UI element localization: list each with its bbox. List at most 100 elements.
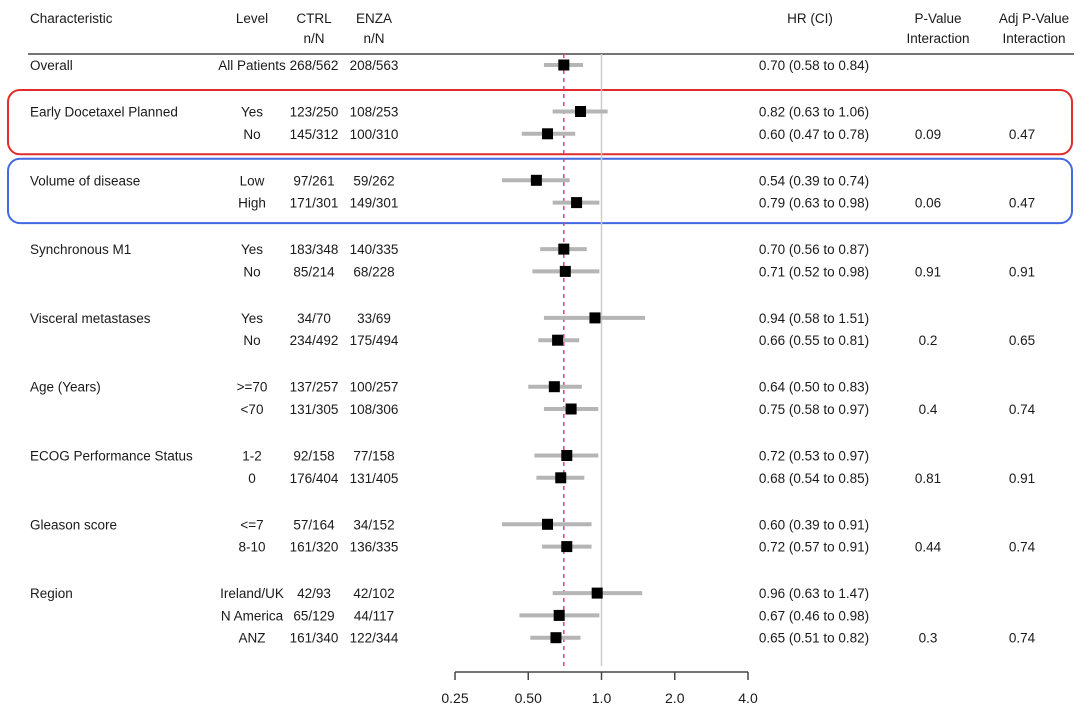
row-level: Yes — [241, 105, 263, 120]
col-header-ctrl: CTRL — [296, 11, 332, 26]
forest-rows: Overall All Patients 268/562 208/563 0.70 (0… — [30, 58, 1036, 646]
row-characteristic: Synchronous M1 — [30, 242, 131, 257]
row-ctrl-nn: 137/257 — [290, 380, 339, 395]
row-enza-nn: 108/306 — [350, 402, 399, 417]
row-level: Yes — [241, 242, 263, 257]
row-ctrl-nn: 176/404 — [290, 471, 339, 486]
col-header-enza: ENZA — [356, 11, 392, 26]
row-characteristic: Early Docetaxel Planned — [30, 105, 178, 120]
row-p-value: 0.2 — [919, 333, 938, 348]
col-header-enza-nn: n/N — [363, 31, 384, 46]
x-axis: 0.25 0.50 1.0 2.0 4.0 — [441, 671, 758, 706]
row-hr-ci: 0.70 (0.58 to 0.84) — [759, 58, 869, 73]
row-adj-p-value: 0.65 — [1009, 333, 1035, 348]
hr-point-marker — [558, 59, 570, 71]
x-axis-tick-label: 0.50 — [515, 690, 542, 706]
x-axis-tick-label: 2.0 — [665, 690, 685, 706]
hr-point-marker — [565, 403, 577, 415]
row-level: No — [243, 264, 260, 279]
row-enza-nn: 208/563 — [350, 58, 399, 73]
highlight-boxes — [7, 89, 1073, 225]
row-adj-p-value: 0.91 — [1009, 264, 1035, 279]
row-adj-p-value: 0.47 — [1009, 127, 1035, 142]
hr-point-marker — [591, 587, 603, 599]
row-ctrl-nn: 131/305 — [290, 402, 339, 417]
row-enza-nn: 136/335 — [350, 540, 399, 555]
row-level: ANZ — [239, 631, 266, 646]
row-hr-ci: 0.68 (0.54 to 0.85) — [759, 471, 869, 486]
row-level: <70 — [241, 402, 264, 417]
row-ctrl-nn: 268/562 — [290, 58, 339, 73]
row-level: Yes — [241, 311, 263, 326]
row-hr-ci: 0.79 (0.63 to 0.98) — [759, 196, 869, 211]
row-p-value: 0.44 — [915, 540, 942, 555]
row-ctrl-nn: 123/250 — [290, 105, 339, 120]
row-enza-nn: 59/262 — [353, 173, 394, 188]
row-hr-ci: 0.71 (0.52 to 0.98) — [759, 264, 869, 279]
row-ctrl-nn: 161/340 — [290, 631, 339, 646]
row-hr-ci: 0.65 (0.51 to 0.82) — [759, 631, 869, 646]
hr-point-marker — [575, 106, 587, 117]
row-hr-ci: 0.94 (0.58 to 1.51) — [759, 311, 869, 326]
hr-point-marker — [548, 381, 560, 393]
row-adj-p-value: 0.74 — [1009, 402, 1036, 417]
row-ctrl-nn: 85/214 — [293, 264, 335, 279]
row-enza-nn: 122/344 — [350, 631, 399, 646]
col-header-characteristic: Characteristic — [30, 11, 113, 26]
row-level: No — [243, 333, 260, 348]
row-p-value: 0.3 — [919, 631, 938, 646]
row-ctrl-nn: 57/164 — [293, 517, 335, 532]
col-header-ctrl-nn: n/N — [303, 31, 324, 46]
row-hr-ci: 0.72 (0.53 to 0.97) — [759, 449, 869, 464]
row-p-value: 0.09 — [915, 127, 941, 142]
row-level: 0 — [248, 471, 256, 486]
row-ctrl-nn: 161/320 — [290, 540, 339, 555]
row-enza-nn: 68/228 — [353, 264, 394, 279]
row-enza-nn: 100/310 — [350, 127, 399, 142]
hr-point-marker — [559, 265, 571, 277]
hr-point-marker — [542, 128, 554, 140]
row-p-value: 0.4 — [919, 402, 938, 417]
row-hr-ci: 0.82 (0.63 to 1.06) — [759, 105, 869, 120]
row-enza-nn: 108/253 — [350, 105, 399, 120]
col-header-adj-p-value: Adj P-Value — [999, 11, 1069, 26]
row-characteristic: Age (Years) — [30, 380, 101, 395]
row-hr-ci: 0.60 (0.39 to 0.91) — [759, 517, 869, 532]
row-ctrl-nn: 92/158 — [293, 449, 334, 464]
hr-point-marker — [558, 243, 570, 255]
hr-point-marker — [571, 197, 583, 209]
hr-point-marker — [530, 174, 542, 186]
row-ctrl-nn: 42/93 — [297, 586, 331, 601]
row-level: Low — [240, 173, 265, 188]
hr-point-marker — [553, 609, 565, 621]
row-enza-nn: 131/405 — [350, 471, 399, 486]
x-axis-tick-label: 1.0 — [592, 690, 612, 706]
row-level: 1-2 — [242, 449, 262, 464]
row-level: No — [243, 127, 260, 142]
col-header-adj-p-interaction: Interaction — [1002, 31, 1065, 46]
row-characteristic: Region — [30, 586, 73, 601]
row-level: >=70 — [237, 380, 268, 395]
x-axis-tick-label: 4.0 — [738, 690, 758, 706]
row-ctrl-nn: 171/301 — [290, 196, 339, 211]
row-hr-ci: 0.75 (0.58 to 0.97) — [759, 402, 869, 417]
row-ctrl-nn: 234/492 — [290, 333, 339, 348]
row-enza-nn: 140/335 — [350, 242, 399, 257]
row-ctrl-nn: 34/70 — [297, 311, 331, 326]
row-characteristic: Overall — [30, 58, 73, 73]
row-p-value: 0.91 — [915, 264, 941, 279]
row-level: High — [238, 196, 266, 211]
col-header-p-value: P-Value — [914, 11, 961, 26]
row-hr-ci: 0.54 (0.39 to 0.74) — [759, 173, 869, 188]
row-p-value: 0.81 — [915, 471, 941, 486]
row-hr-ci: 0.66 (0.55 to 0.81) — [759, 333, 869, 348]
row-enza-nn: 33/69 — [357, 311, 391, 326]
hr-point-marker — [542, 518, 554, 530]
row-hr-ci: 0.96 (0.63 to 1.47) — [759, 586, 869, 601]
row-adj-p-value: 0.74 — [1009, 631, 1036, 646]
col-header-p-interaction: Interaction — [906, 31, 969, 46]
row-p-value: 0.06 — [915, 196, 941, 211]
x-axis-tick-label: 0.25 — [441, 690, 468, 706]
row-enza-nn: 149/301 — [350, 196, 399, 211]
